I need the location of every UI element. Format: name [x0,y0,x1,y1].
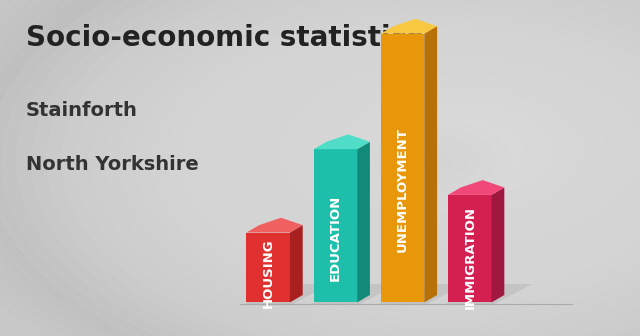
Text: IMMIGRATION: IMMIGRATION [463,206,476,309]
Circle shape [107,0,640,334]
Circle shape [181,28,640,295]
Circle shape [390,138,480,185]
Text: EDUCATION: EDUCATION [329,195,342,281]
Polygon shape [448,180,504,195]
Circle shape [226,51,640,271]
Polygon shape [246,218,303,233]
Circle shape [256,67,614,255]
Circle shape [360,122,510,201]
Text: North Yorkshire: North Yorkshire [26,155,198,174]
Polygon shape [381,34,424,302]
Circle shape [77,0,640,336]
Text: HOUSING: HOUSING [262,238,275,308]
Polygon shape [381,19,437,34]
Circle shape [405,145,465,177]
Polygon shape [314,134,370,149]
Circle shape [346,114,525,208]
Circle shape [286,83,584,240]
Text: UNEMPLOYMENT: UNEMPLOYMENT [396,127,409,252]
Polygon shape [314,149,357,302]
Circle shape [301,91,570,232]
Polygon shape [445,284,532,304]
Circle shape [136,4,640,318]
Polygon shape [492,187,504,302]
Text: Stainforth: Stainforth [26,101,138,120]
Circle shape [166,20,640,302]
Circle shape [196,36,640,287]
Circle shape [92,0,640,336]
Circle shape [122,0,640,326]
Circle shape [316,98,555,224]
Circle shape [47,0,640,336]
Polygon shape [246,233,290,302]
Circle shape [420,154,450,169]
Circle shape [211,44,640,279]
Circle shape [271,75,600,248]
Polygon shape [244,284,331,304]
Polygon shape [448,195,492,302]
Circle shape [32,0,640,336]
Circle shape [17,0,640,336]
Polygon shape [378,284,465,304]
Circle shape [62,0,640,336]
Polygon shape [311,284,398,304]
Circle shape [241,59,629,263]
Polygon shape [290,225,303,302]
Circle shape [376,130,495,193]
Circle shape [152,12,640,310]
Circle shape [331,107,540,216]
Polygon shape [357,142,370,302]
Text: Socio-economic statistics: Socio-economic statistics [26,24,423,51]
Polygon shape [424,26,437,302]
